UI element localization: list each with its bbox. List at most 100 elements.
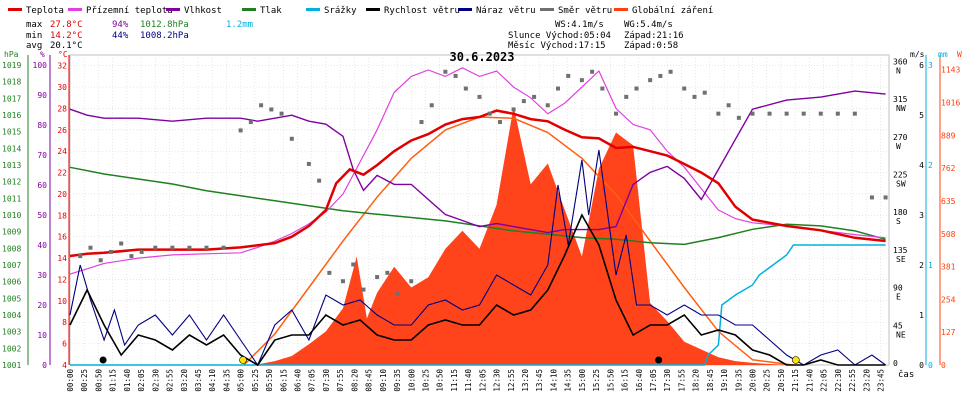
- wind-direction-point: [279, 111, 284, 116]
- wind-direction-point: [487, 111, 492, 116]
- wind-direction-point: [784, 111, 789, 116]
- humidity-tick: 30: [37, 271, 47, 280]
- info-moon-set: Západ:0:58: [624, 41, 678, 51]
- wind-direction-point: [395, 291, 400, 296]
- humidity-unit: %: [40, 50, 45, 59]
- x-tick-label: 07:05: [308, 369, 317, 392]
- clear-sky-line: [243, 116, 794, 366]
- x-tick-label: 00:00: [66, 369, 75, 392]
- stats-block: max 27.8°C 94% 1012.8hPa 1.2mm min 14.2°…: [26, 20, 253, 51]
- x-tick-label: 22:55: [848, 369, 857, 392]
- legend-label: Globální záření: [632, 6, 713, 16]
- rain-line: [70, 244, 886, 366]
- x-tick-label: 01:15: [109, 369, 118, 392]
- wind-dir-tick: 315: [893, 95, 908, 104]
- wind-dir-tick: 90: [893, 284, 903, 293]
- temperature-tick: 30: [57, 83, 67, 92]
- temperature-tick: 18: [57, 211, 67, 220]
- humidity-tick: 0: [42, 361, 47, 370]
- wind-direction-point: [88, 245, 93, 250]
- legend-swatch: [166, 8, 180, 11]
- x-tick-label: 05:25: [251, 369, 260, 392]
- x-tick-label: 21:15: [791, 369, 800, 392]
- temperature-tick: 6: [62, 340, 67, 349]
- wind-dir-letter: NE: [896, 330, 906, 339]
- radiation-tick: 254: [941, 295, 956, 304]
- x-tick-label: 12:05: [478, 369, 487, 392]
- x-tick-label: 10:00: [407, 369, 416, 392]
- pressure-tick: 1003: [2, 328, 21, 337]
- pressure-tick: 1011: [2, 194, 21, 203]
- humidity-tick: 70: [37, 151, 47, 160]
- info-moon: Měsíc Východ:17:15: [508, 41, 606, 51]
- wind-direction-point: [668, 69, 673, 74]
- legend-label: Směr větru: [558, 6, 612, 16]
- pressure-tick: 1004: [2, 311, 21, 320]
- legend-swatch: [458, 8, 472, 11]
- temperature-tick: 4: [62, 361, 67, 370]
- wind-speed-tick: 0: [919, 361, 924, 370]
- wind-direction-point: [818, 111, 823, 116]
- radiation-area: [247, 106, 794, 365]
- wind-direction-point: [385, 270, 390, 275]
- wind-direction-point: [221, 245, 226, 250]
- stat-max-rain: 1.2mm: [226, 20, 253, 30]
- x-tick-label: 17:05: [649, 369, 658, 392]
- x-tick-label: 03:45: [194, 369, 203, 392]
- legend-label: Vlhkost: [184, 6, 222, 16]
- stat-min-press: 1008.2hPa: [140, 31, 189, 41]
- pressure-tick: 1006: [2, 278, 21, 287]
- wind-direction-point: [341, 279, 345, 284]
- wind-direction-point: [702, 90, 707, 95]
- wind-direction-point: [767, 111, 772, 116]
- wind-direction-point: [555, 86, 560, 91]
- temperature-tick: 22: [57, 169, 67, 178]
- x-tick-label: 15:50: [606, 369, 615, 392]
- wind-direction-point: [78, 254, 83, 259]
- wind-direction-point: [750, 111, 755, 116]
- info-sun: Slunce Východ:05:04: [508, 31, 611, 41]
- wind-direction-point: [883, 195, 888, 200]
- x-tick-label: 15:25: [592, 369, 601, 392]
- x-tick-label: 10:25: [421, 369, 430, 392]
- x-tick-label: 13:20: [521, 369, 530, 392]
- wind-direction-point: [801, 111, 806, 116]
- x-tick-label: 15:00: [578, 369, 587, 392]
- axes-layer: 00:00 00:25 00:50 01:15 01:40 02:05 02:30 02:55…: [2, 55, 960, 392]
- x-tick-label: 16:15: [621, 369, 630, 392]
- temperature-tick: 14: [57, 254, 67, 263]
- legend-label: Rychlost větru: [384, 6, 460, 16]
- pressure-tick: 1005: [2, 294, 21, 303]
- humidity-tick: 90: [37, 91, 47, 100]
- wind-direction-point: [634, 86, 639, 91]
- wind-direction-point: [624, 94, 629, 99]
- wind-speed-tick: 4: [919, 161, 924, 170]
- wind-dir-tick: 135: [893, 246, 908, 255]
- wind-direction-point: [852, 111, 857, 116]
- x-tick-label: 20:25: [763, 369, 772, 392]
- temperature-tick: 10: [57, 297, 67, 306]
- wind-direction-point: [306, 161, 311, 166]
- wind-dir-tick: 225: [893, 170, 908, 179]
- rain-tick: 3: [928, 61, 933, 70]
- humidity-tick: 40: [37, 241, 47, 250]
- wind-direction-point: [361, 287, 366, 292]
- wind-direction-point: [453, 73, 458, 78]
- wind-speed-tick: 3: [919, 211, 924, 220]
- wind-direction-point: [187, 245, 192, 250]
- rain-tick: 0: [928, 361, 933, 370]
- rain-tick: 1: [928, 261, 933, 270]
- wind-direction-point: [129, 254, 134, 259]
- wind-direction-point: [648, 78, 653, 83]
- x-tick-label: 01:40: [123, 369, 132, 392]
- sunrise-marker: [239, 356, 247, 364]
- x-tick-label: 19:35: [734, 369, 743, 392]
- legend-swatch: [306, 8, 320, 11]
- wind-direction-point: [463, 86, 468, 91]
- wind-direction-point: [429, 103, 434, 108]
- wind-direction-point: [269, 107, 274, 112]
- x-tick-label: 05:00: [237, 369, 246, 392]
- humidity-tick: 20: [37, 301, 47, 310]
- wind-dir-letter: SE: [896, 255, 906, 264]
